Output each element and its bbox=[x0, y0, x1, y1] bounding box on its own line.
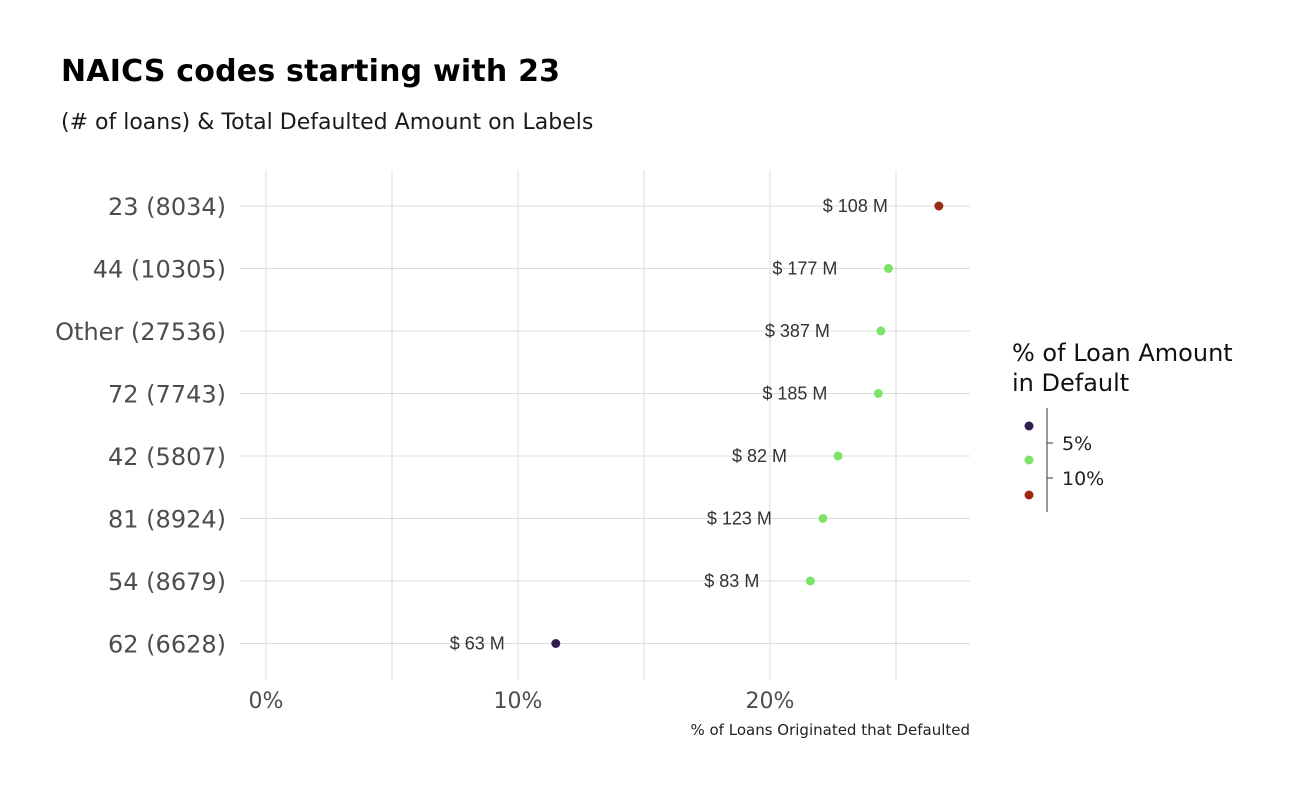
legend-title: % of Loan Amount in Default bbox=[1012, 339, 1233, 397]
chart-title: NAICS codes starting with 23 bbox=[61, 54, 561, 89]
y-category-label: 72 (7743) bbox=[108, 381, 226, 409]
data-label: $ 123 M bbox=[707, 509, 772, 529]
x-tick-label: 10% bbox=[494, 689, 543, 714]
data-label: $ 82 M bbox=[732, 446, 787, 466]
data-point bbox=[883, 264, 893, 273]
legend-swatch bbox=[1024, 490, 1034, 500]
y-category-labels: 23 (8034) 44 (10305) Other (27536) 72 (7743… bbox=[55, 193, 226, 659]
x-axis-label: % of Loans Originated that Defaulted bbox=[690, 721, 970, 739]
data-labels: $ 108 M $ 177 M $ 387 M $ 185 M $ 82 M $ 123 … bbox=[450, 196, 888, 654]
y-category-label: 42 (5807) bbox=[108, 443, 226, 471]
data-label: $ 83 M bbox=[704, 571, 759, 591]
data-label: $ 63 M bbox=[450, 634, 505, 654]
data-point bbox=[876, 326, 886, 336]
data-points bbox=[551, 201, 944, 648]
legend: 5% 10% bbox=[1024, 408, 1104, 512]
data-label: $ 177 M bbox=[772, 259, 837, 279]
data-point bbox=[805, 576, 815, 586]
legend-tick-label: 10% bbox=[1062, 468, 1104, 490]
data-point bbox=[818, 514, 828, 523]
data-label: $ 108 M bbox=[823, 196, 888, 216]
legend-swatch bbox=[1024, 421, 1034, 431]
legend-tick-label: 5% bbox=[1062, 433, 1092, 455]
legend-swatch bbox=[1024, 455, 1034, 465]
data-label: $ 387 M bbox=[765, 321, 830, 341]
grid-layer bbox=[240, 170, 970, 680]
x-tick-labels: 0% 10% 20% bbox=[249, 689, 795, 714]
y-category-label: 44 (10305) bbox=[93, 256, 226, 284]
data-point bbox=[551, 639, 561, 648]
data-point bbox=[934, 201, 944, 211]
chart-subtitle: (# of loans) & Total Defaulted Amount on… bbox=[61, 110, 594, 135]
y-category-label: 62 (6628) bbox=[108, 631, 226, 659]
x-tick-label: 20% bbox=[746, 689, 795, 714]
y-category-label: 81 (8924) bbox=[108, 506, 226, 534]
x-tick-label: 0% bbox=[249, 689, 284, 714]
y-category-label: Other (27536) bbox=[55, 318, 226, 346]
data-point bbox=[833, 451, 843, 461]
y-category-label: 23 (8034) bbox=[108, 193, 226, 221]
data-label: $ 185 M bbox=[762, 384, 827, 404]
data-point bbox=[873, 389, 883, 398]
y-category-label: 54 (8679) bbox=[108, 568, 226, 596]
